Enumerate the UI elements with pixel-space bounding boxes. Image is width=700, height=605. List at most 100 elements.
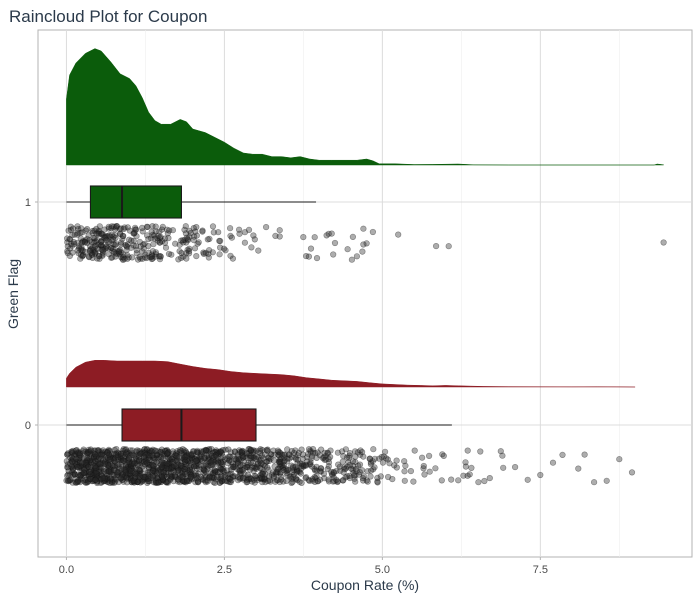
- rain-point: [206, 447, 213, 454]
- rain-point: [426, 468, 433, 475]
- rain-point: [87, 459, 94, 467]
- rain-point: [106, 454, 114, 461]
- rain-point: [133, 226, 140, 233]
- rain-point: [225, 453, 232, 460]
- rain-point: [85, 464, 92, 471]
- rain-point: [117, 457, 124, 464]
- rain-point: [152, 447, 159, 455]
- rain-point: [289, 468, 296, 475]
- rain-point: [193, 449, 200, 456]
- rain-point: [197, 458, 204, 465]
- rain-point: [141, 450, 148, 457]
- rain-point: [311, 465, 318, 473]
- rain-point: [329, 478, 337, 485]
- rain-point: [221, 471, 228, 479]
- rain-point: [445, 243, 452, 250]
- rain-point: [248, 454, 255, 461]
- rain-point: [84, 462, 91, 469]
- rain-point: [101, 451, 108, 458]
- rain-point: [94, 464, 101, 471]
- rain-point: [349, 466, 356, 473]
- rain-point: [83, 456, 91, 463]
- rain-point: [324, 449, 331, 456]
- rain-point: [187, 475, 194, 482]
- rain-point: [105, 464, 112, 471]
- rain-point: [146, 462, 153, 469]
- rain-point: [114, 469, 121, 476]
- rain-point: [155, 479, 162, 486]
- rain-point: [118, 239, 125, 246]
- rain-point: [159, 476, 167, 484]
- rain-point: [76, 463, 83, 470]
- rain-point: [245, 460, 252, 467]
- rain-point: [69, 455, 76, 462]
- rain-point: [133, 233, 140, 240]
- rain-point: [312, 467, 319, 474]
- rain-point: [169, 463, 176, 470]
- rain-point: [164, 450, 171, 457]
- rain-point: [79, 459, 86, 466]
- rain-point: [75, 456, 82, 463]
- rain-point: [213, 451, 220, 458]
- rain-point: [104, 461, 111, 469]
- rain-point: [215, 459, 222, 467]
- rain-point: [246, 455, 254, 462]
- rain-point: [158, 226, 165, 233]
- rain-point: [217, 244, 224, 251]
- rain-point: [355, 471, 363, 478]
- rain-point: [205, 254, 212, 261]
- rain-point: [317, 476, 324, 483]
- rain-point: [99, 447, 107, 454]
- rain-point: [116, 246, 124, 253]
- rain-point: [226, 457, 233, 464]
- rain-point: [138, 470, 146, 477]
- rain-point: [73, 462, 80, 469]
- rain-point: [221, 473, 228, 481]
- rain-point: [219, 461, 226, 469]
- rain-point: [157, 253, 164, 260]
- rain-point: [129, 451, 136, 459]
- rain-point: [150, 479, 157, 486]
- rain-point: [136, 471, 143, 478]
- rain-point: [167, 476, 174, 483]
- rain-point: [172, 473, 179, 480]
- rain-point: [87, 246, 94, 253]
- rain-point: [165, 460, 172, 467]
- rain-point: [200, 465, 207, 472]
- rain-point: [284, 472, 291, 479]
- rain-point: [121, 453, 128, 460]
- rain-point: [112, 240, 119, 248]
- rain-point: [123, 247, 130, 254]
- rain-point: [258, 474, 265, 481]
- rain-point: [240, 474, 247, 482]
- rain-point: [162, 463, 169, 470]
- rain-point: [128, 468, 135, 475]
- rain-point: [166, 473, 173, 480]
- rain-point: [190, 472, 197, 479]
- rain-point: [117, 225, 125, 232]
- rain-point: [263, 447, 270, 454]
- rain-point: [216, 450, 223, 457]
- rain-point: [149, 223, 156, 230]
- rain-point: [135, 473, 142, 480]
- rain-point: [173, 468, 181, 475]
- rain-point: [339, 477, 346, 484]
- rain-point: [178, 474, 185, 481]
- rain-point: [219, 460, 226, 467]
- rain-point: [74, 464, 81, 471]
- rain-point: [130, 230, 137, 237]
- rain-point: [144, 459, 151, 466]
- rain-point: [89, 244, 96, 251]
- rain-point: [130, 464, 137, 472]
- rain-point: [286, 455, 293, 462]
- rain-point: [71, 471, 79, 478]
- rain-point: [475, 479, 482, 486]
- rain-point: [200, 249, 207, 256]
- rain-point: [78, 239, 85, 246]
- rain-point: [193, 224, 200, 231]
- rain-point: [184, 458, 191, 465]
- rain-point: [117, 450, 125, 457]
- rain-point: [224, 460, 231, 467]
- rain-point: [155, 468, 162, 475]
- rain-point: [134, 478, 141, 486]
